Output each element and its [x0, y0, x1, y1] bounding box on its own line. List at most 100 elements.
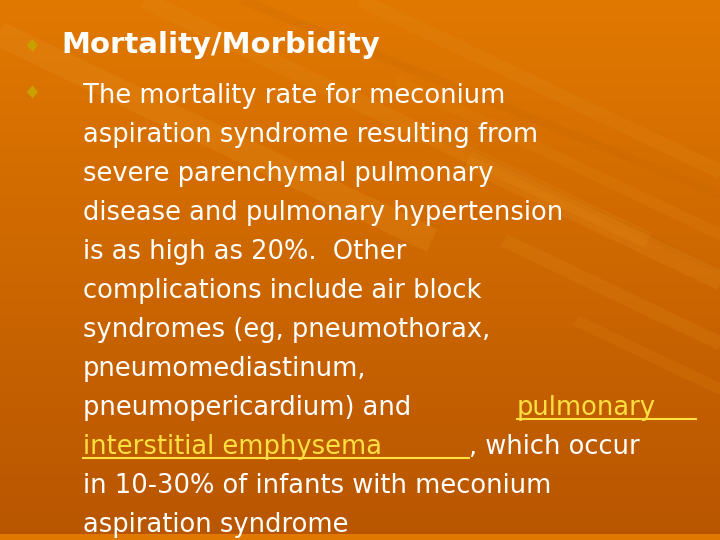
Bar: [0, 441, 720, 443]
Text: , which occur: , which occur: [469, 434, 639, 460]
Bar: [0, 368, 720, 371]
Bar: [0, 45, 720, 48]
Bar: [0, 48, 720, 51]
Bar: [0, 305, 720, 307]
Bar: [0, 529, 720, 531]
Bar: [0, 291, 720, 294]
Bar: [0, 192, 720, 195]
Bar: [0, 526, 720, 529]
Bar: [0, 35, 720, 37]
Bar: [0, 259, 720, 262]
Bar: [0, 224, 720, 227]
Bar: [0, 363, 720, 366]
Bar: [0, 275, 720, 278]
Bar: [0, 398, 720, 401]
Bar: [0, 91, 720, 93]
Bar: [0, 112, 720, 115]
Bar: [0, 80, 720, 83]
Bar: [0, 403, 720, 406]
Bar: [0, 195, 720, 198]
Bar: [0, 523, 720, 526]
Bar: [0, 366, 720, 368]
Bar: [0, 296, 720, 299]
Text: interstitial emphysema: interstitial emphysema: [83, 434, 382, 460]
Bar: [0, 133, 720, 136]
Bar: [0, 158, 720, 160]
Bar: [0, 315, 720, 318]
Bar: [0, 345, 720, 347]
Text: aspiration syndrome resulting from: aspiration syndrome resulting from: [83, 122, 538, 148]
Bar: [0, 179, 720, 181]
Text: in 10-30% of infants with meconium: in 10-30% of infants with meconium: [83, 473, 552, 499]
Bar: [0, 472, 720, 475]
Bar: [0, 307, 720, 310]
Bar: [0, 382, 720, 384]
Bar: [0, 390, 720, 393]
Bar: [0, 328, 720, 331]
Bar: [0, 342, 720, 345]
Bar: [0, 374, 720, 376]
Bar: [0, 110, 720, 112]
Bar: [0, 500, 720, 502]
Bar: [0, 171, 720, 173]
Bar: [0, 334, 720, 336]
Bar: [0, 11, 720, 14]
Bar: [0, 278, 720, 280]
Bar: [0, 451, 720, 454]
Bar: [0, 198, 720, 200]
Bar: [0, 136, 720, 139]
Bar: [0, 387, 720, 390]
Bar: [0, 449, 720, 451]
Bar: [0, 470, 720, 472]
Bar: [0, 406, 720, 409]
Bar: [0, 494, 720, 497]
Bar: [0, 173, 720, 176]
Bar: [0, 187, 720, 190]
Bar: [0, 190, 720, 192]
Bar: [0, 160, 720, 163]
Bar: [0, 299, 720, 302]
Text: pneumomediastinum,: pneumomediastinum,: [83, 356, 366, 382]
Bar: [0, 272, 720, 275]
Bar: [0, 460, 720, 462]
Bar: [0, 358, 720, 361]
Bar: [0, 0, 720, 3]
Text: disease and pulmonary hypertension: disease and pulmonary hypertension: [83, 200, 563, 226]
Bar: [0, 521, 720, 523]
Bar: [0, 256, 720, 259]
Bar: [0, 376, 720, 379]
Bar: [0, 497, 720, 500]
Bar: [0, 318, 720, 320]
Bar: [0, 464, 720, 467]
Bar: [0, 184, 720, 187]
Bar: [0, 64, 720, 67]
Bar: [0, 26, 720, 29]
Bar: [0, 248, 720, 251]
Bar: [0, 8, 720, 11]
Bar: [0, 75, 720, 77]
Polygon shape: [27, 85, 38, 98]
Bar: [0, 267, 720, 269]
Bar: [0, 14, 720, 16]
Bar: [0, 371, 720, 374]
Bar: [0, 262, 720, 265]
Bar: [0, 99, 720, 102]
Bar: [0, 280, 720, 283]
Bar: [0, 230, 720, 232]
Bar: [0, 217, 720, 219]
Bar: [0, 93, 720, 96]
Bar: [0, 512, 720, 515]
Text: complications include air block: complications include air block: [83, 278, 481, 304]
Bar: [0, 19, 720, 22]
Bar: [0, 379, 720, 382]
Bar: [0, 29, 720, 32]
Bar: [0, 424, 720, 427]
Bar: [0, 310, 720, 313]
Bar: [0, 438, 720, 441]
Bar: [0, 326, 720, 328]
Bar: [0, 120, 720, 123]
Bar: [0, 155, 720, 158]
Bar: [0, 203, 720, 206]
Bar: [0, 353, 720, 355]
Bar: [0, 208, 720, 211]
